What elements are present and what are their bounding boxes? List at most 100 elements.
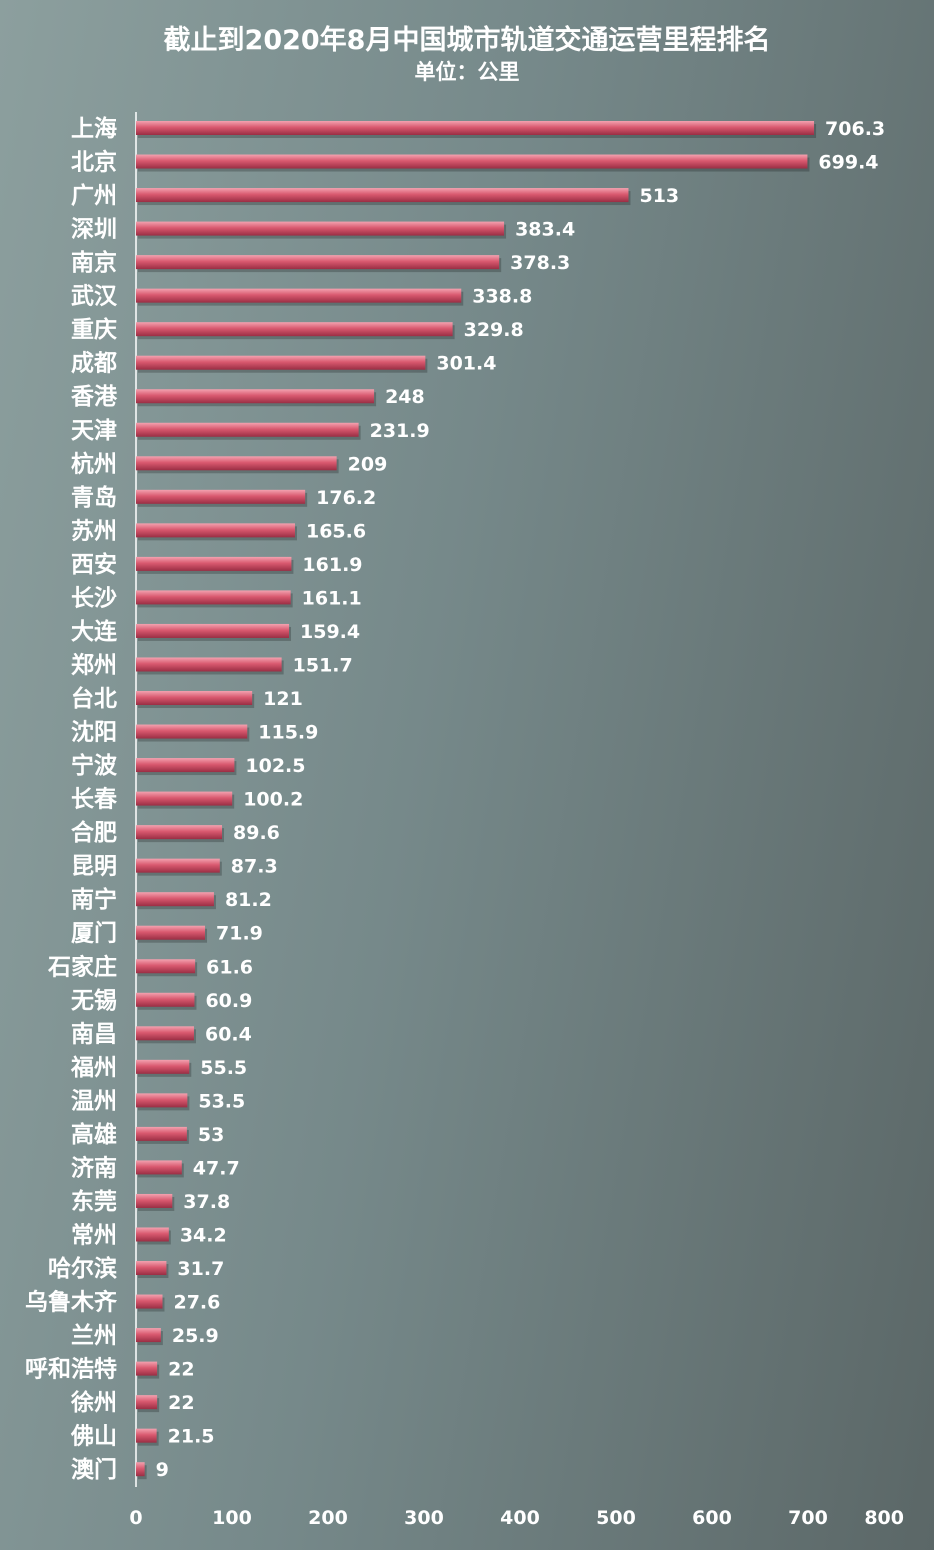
chart-subtitle: 单位：公里 [415, 60, 520, 84]
bar [136, 255, 500, 270]
x-tick-label: 100 [212, 1507, 252, 1529]
x-tick-label: 400 [500, 1507, 540, 1529]
bar [136, 691, 253, 706]
category-label: 福州 [70, 1055, 117, 1081]
value-label: 513 [639, 185, 679, 207]
category-label: 北京 [71, 149, 117, 176]
category-label: 哈尔滨 [48, 1255, 117, 1282]
bar [136, 1227, 169, 1242]
value-label: 60.4 [205, 1023, 252, 1045]
bar [136, 422, 359, 437]
bar [136, 154, 808, 169]
x-tick-label: 500 [596, 1507, 636, 1529]
value-label: 165.6 [306, 520, 366, 542]
bar [136, 1193, 173, 1208]
chart-title: 截止到2020年8月中国城市轨道交通运营里程排名 [164, 24, 771, 56]
bar [136, 1328, 161, 1343]
bar [136, 456, 337, 471]
category-label: 佛山 [70, 1424, 117, 1450]
bar [136, 556, 292, 571]
category-label: 兰州 [71, 1322, 117, 1349]
value-label: 21.5 [168, 1426, 215, 1448]
value-label: 34.2 [180, 1224, 227, 1246]
value-label: 699.4 [818, 152, 878, 174]
x-axis-ticks: 0 100 200 300 400 500 600 700 800 [129, 1507, 904, 1529]
category-label: 徐州 [70, 1389, 117, 1416]
bar [136, 1160, 182, 1175]
value-label: 37.8 [183, 1191, 230, 1213]
x-tick-label: 600 [692, 1507, 732, 1529]
category-label: 成都 [71, 351, 117, 377]
category-label: 常州 [71, 1222, 117, 1248]
bar [136, 221, 505, 236]
value-label: 121 [263, 688, 303, 710]
value-label: 31.7 [177, 1258, 224, 1280]
bar [136, 623, 290, 638]
value-label: 176.2 [316, 487, 376, 509]
category-label: 乌鲁木齐 [25, 1289, 118, 1316]
bar [136, 925, 206, 940]
bar [136, 657, 282, 672]
category-label: 温州 [71, 1088, 117, 1114]
value-label: 383.4 [515, 219, 575, 241]
value-label: 87.3 [231, 856, 278, 878]
category-label: 台北 [71, 685, 117, 712]
category-label: 石家庄 [47, 953, 117, 980]
category-label: 南昌 [71, 1021, 117, 1047]
value-label: 22 [168, 1359, 194, 1381]
category-label: 西安 [71, 551, 117, 578]
value-label: 89.6 [233, 822, 280, 844]
bar [136, 791, 233, 806]
bar [136, 892, 214, 907]
value-label: 25.9 [172, 1325, 219, 1347]
category-label: 上海 [71, 115, 117, 142]
value-label: 209 [348, 453, 388, 475]
bar [136, 1294, 163, 1309]
bars-group: 上海 706.3 北京 699.4 广州 513 深圳 383.4 南京 378.3 武汉 338.8… [25, 115, 885, 1483]
value-label: 378.3 [510, 252, 570, 274]
value-label: 159.4 [300, 621, 360, 643]
value-label: 53 [198, 1124, 224, 1146]
category-label: 高雄 [71, 1121, 117, 1148]
category-label: 合肥 [71, 819, 117, 846]
value-label: 100.2 [243, 789, 303, 811]
bar [136, 590, 291, 605]
value-label: 338.8 [472, 286, 532, 308]
bar [136, 389, 375, 404]
bar [136, 288, 462, 303]
bar [136, 1126, 187, 1141]
bar [136, 1093, 188, 1108]
category-label: 南京 [71, 249, 117, 276]
value-label: 27.6 [173, 1292, 220, 1314]
value-label: 329.8 [464, 319, 524, 341]
category-label: 杭州 [71, 450, 117, 477]
bar [136, 121, 815, 135]
value-label: 61.6 [206, 956, 253, 978]
bar [136, 959, 196, 974]
value-label: 71.9 [216, 923, 263, 945]
category-label: 郑州 [71, 652, 117, 678]
category-label: 长沙 [71, 585, 117, 611]
value-label: 231.9 [370, 420, 430, 442]
bar [136, 1462, 145, 1477]
bar [136, 355, 426, 370]
category-label: 无锡 [71, 988, 117, 1014]
bar [136, 724, 248, 739]
value-label: 47.7 [193, 1157, 240, 1179]
value-label: 81.2 [225, 889, 272, 911]
category-label: 重庆 [71, 316, 117, 343]
bar [136, 858, 220, 873]
bar [136, 1059, 190, 1074]
bar [136, 825, 223, 840]
value-label: 115.9 [258, 722, 318, 744]
category-label: 南宁 [71, 886, 117, 913]
value-label: 706.3 [825, 118, 885, 140]
bar [136, 1428, 157, 1443]
category-label: 济南 [71, 1154, 117, 1181]
category-label: 沈阳 [71, 720, 117, 746]
category-label: 宁波 [71, 752, 118, 779]
category-label: 香港 [71, 384, 118, 410]
value-label: 151.7 [293, 654, 353, 676]
